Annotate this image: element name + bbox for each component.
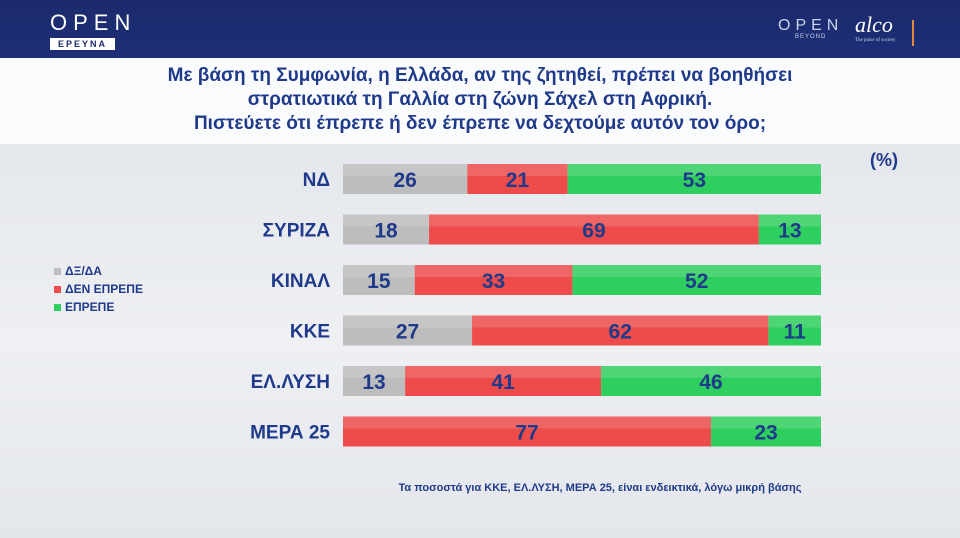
- data-label: 53: [683, 169, 706, 192]
- legend-swatch-red: [54, 285, 61, 293]
- bar-segment-highlight: [768, 315, 821, 328]
- question-header: Με βάση τη Συμφωνία, η Ελλάδα, αν της ζη…: [0, 58, 960, 144]
- legend-item-dk: ΔΞ/ΔΑ: [54, 262, 143, 280]
- data-label: 52: [685, 270, 708, 293]
- data-label: 11: [784, 321, 807, 344]
- footnote: Τα ποσοστά για ΚΚΕ, ΕΛ.ΛΥΣΗ, ΜΕΡΑ 25, εί…: [398, 482, 802, 494]
- data-label: 69: [582, 220, 605, 243]
- bar-segment-dk: [343, 366, 406, 396]
- bar-segment-highlight: [343, 315, 473, 328]
- data-label: 13: [362, 371, 385, 394]
- bar-segment-highlight: [572, 265, 821, 277]
- data-label: 46: [699, 371, 722, 394]
- bar-segment-yes: [758, 214, 821, 245]
- category-label: ΝΔ: [303, 170, 330, 191]
- bar-segment-highlight: [343, 265, 415, 277]
- open-logo-word: OPEN: [50, 10, 137, 35]
- bar-segment-yes: [601, 366, 821, 396]
- data-label: 27: [396, 321, 419, 344]
- bar-segment-no: [467, 164, 568, 194]
- open-logo-sub: ΕΡΕΥΝΑ: [50, 38, 116, 50]
- open-ereuna-logo: OPEN ΕΡΕΥΝΑ: [50, 12, 136, 52]
- legend-label-dk: ΔΞ/ΔΑ: [65, 264, 102, 278]
- bar-segment-no: [414, 265, 573, 295]
- data-label: 21: [506, 169, 530, 192]
- bar-segment-highlight: [567, 164, 821, 176]
- question-text: Με βάση τη Συμφωνία, η Ελλάδα, αν της ζη…: [40, 64, 920, 136]
- alco-accent-line: [912, 20, 914, 46]
- bar-segment-highlight: [343, 416, 712, 429]
- bar-segment-dk: [343, 164, 468, 194]
- question-line-2: στρατιωτικά τη Γαλλία στη ζώνη Σάχελ στη…: [247, 89, 713, 110]
- data-label: 15: [367, 270, 391, 293]
- category-label: ΚΙΝΑΛ: [271, 271, 330, 292]
- legend-item-no: ΔΕΝ ΕΠΡΕΠΕ: [54, 280, 143, 298]
- question-line-3: Πιστεύετε ότι έπρεπε ή δεν έπρεπε να δεχ…: [193, 113, 767, 134]
- unit-label: (%): [870, 150, 898, 170]
- data-label: 18: [374, 220, 398, 243]
- data-label: 62: [609, 321, 632, 344]
- bar-segment-no: [343, 416, 712, 447]
- legend-swatch-gray: [54, 267, 61, 275]
- bar-segment-yes: [711, 416, 821, 447]
- bar-segment-highlight: [405, 366, 602, 378]
- bar-segment-no: [472, 315, 769, 346]
- bar-segment-highlight: [343, 164, 468, 176]
- category-label: ΕΛ.ΛΥΣΗ: [251, 372, 330, 393]
- category-label: ΜΕΡΑ 25: [250, 423, 330, 444]
- alco-word: alco: [855, 12, 893, 37]
- bar-segment-highlight: [429, 214, 759, 227]
- data-label: 33: [482, 270, 505, 293]
- open-beyond-logo: OPEN BEYOND: [778, 17, 844, 41]
- bar-segment-yes: [567, 164, 821, 194]
- category-label: ΚΚΕ: [290, 322, 330, 343]
- bar-segment-highlight: [414, 265, 573, 277]
- question-line-1: Με βάση τη Συμφωνία, η Ελλάδα, αν της ζη…: [167, 65, 793, 86]
- bar-segment-highlight: [467, 164, 568, 176]
- open-beyond-sub: BEYOND: [795, 34, 827, 40]
- data-label: 26: [393, 169, 416, 192]
- bar-segment-highlight: [343, 214, 430, 227]
- bar-segment-highlight: [601, 366, 821, 378]
- bar-segment-highlight: [758, 214, 821, 227]
- top-bar: OPEN ΕΡΕΥΝΑ OPEN BEYOND alco The pulse o…: [0, 0, 960, 58]
- bar-segment-dk: [343, 265, 415, 295]
- bar-segment-dk: [343, 315, 473, 346]
- bar-segment-yes: [768, 315, 821, 346]
- bar-segment-no: [405, 366, 602, 396]
- open-beyond-word: OPEN: [778, 17, 844, 34]
- legend: ΔΞ/ΔΑ ΔΕΝ ΕΠΡΕΠΕ ΕΠΡΕΠΕ: [54, 262, 143, 316]
- data-label: 23: [754, 422, 777, 445]
- bar-segment-highlight: [343, 366, 406, 378]
- bar-segment-dk: [343, 214, 430, 245]
- bar-segment-yes: [572, 265, 821, 295]
- data-label: 41: [491, 371, 515, 394]
- legend-swatch-green: [54, 303, 61, 311]
- category-label: ΣΥΡΙΖΑ: [263, 221, 331, 242]
- bar-segment-highlight: [472, 315, 769, 328]
- legend-label-no: ΔΕΝ ΕΠΡΕΠΕ: [65, 282, 143, 296]
- legend-label-yes: ΕΠΡΕΠΕ: [65, 300, 115, 314]
- alco-logo: alco The pulse of society: [855, 12, 896, 44]
- legend-item-yes: ΕΠΡΕΠΕ: [54, 298, 143, 316]
- alco-sub: The pulse of society: [855, 38, 896, 43]
- data-label: 77: [515, 422, 538, 445]
- bar-segment-no: [429, 214, 759, 245]
- bar-segment-highlight: [711, 416, 821, 429]
- data-label: 13: [778, 220, 801, 243]
